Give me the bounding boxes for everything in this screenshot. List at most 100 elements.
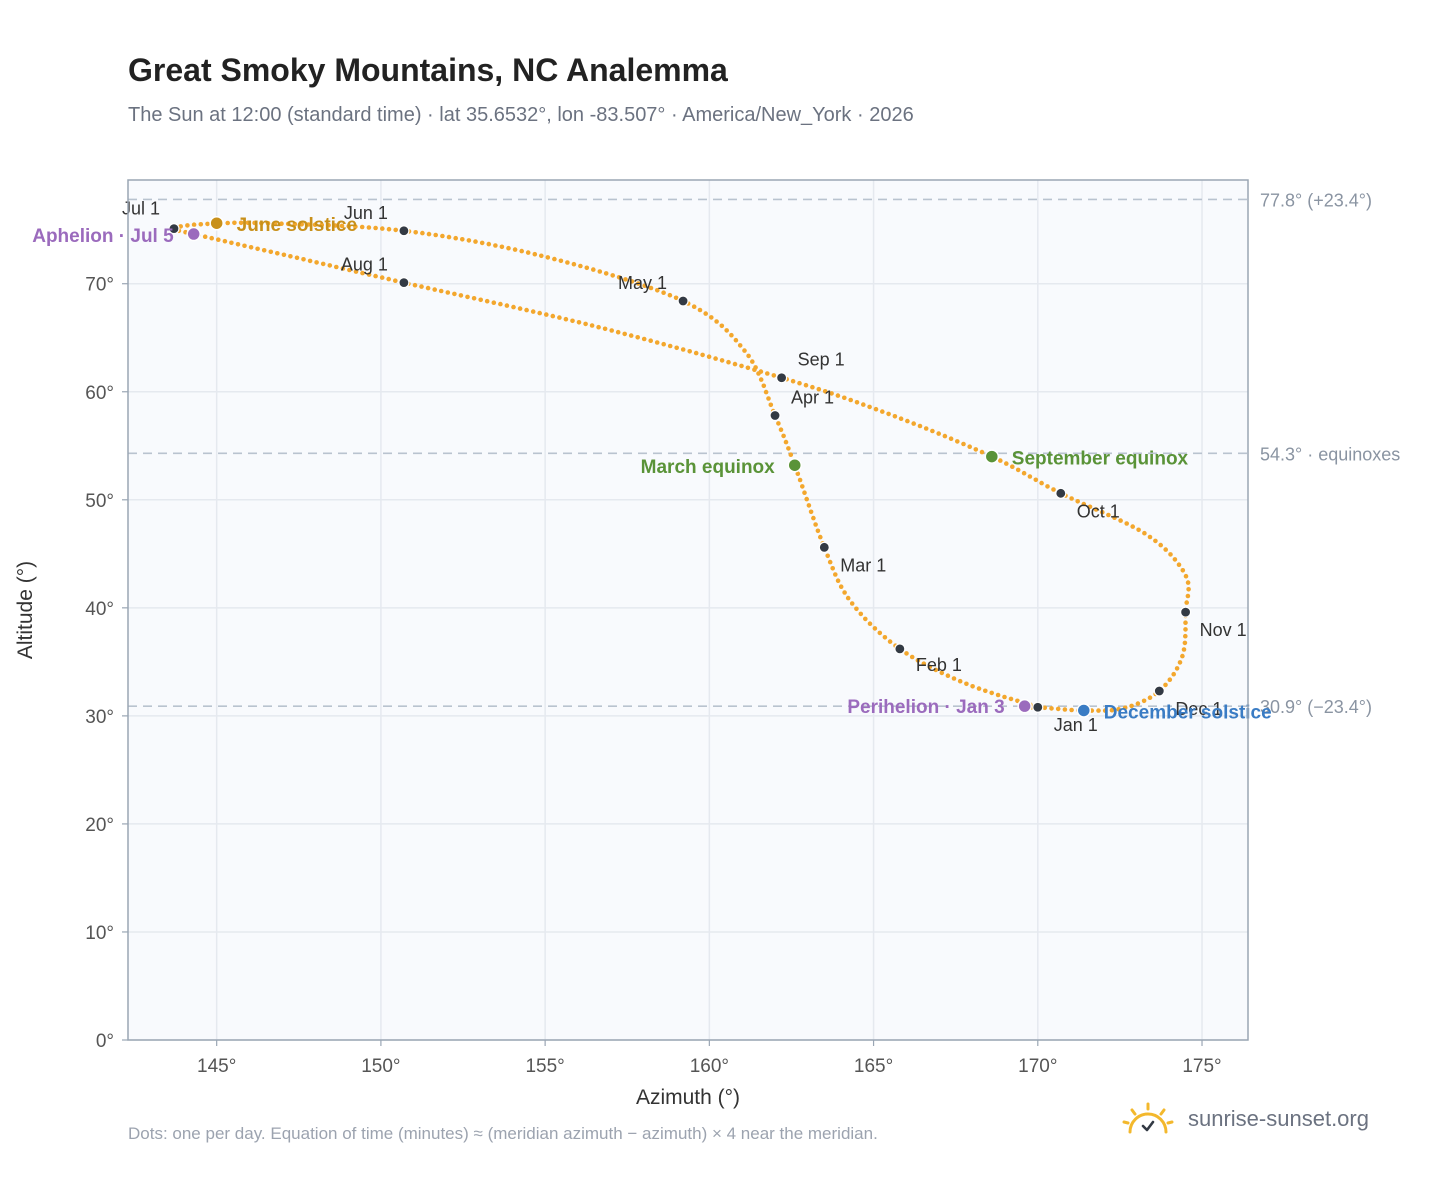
reference-line-label: 30.9° (−23.4°) (1260, 697, 1372, 717)
daily-dot (713, 356, 718, 361)
daily-dot (544, 312, 549, 317)
daily-dot (693, 350, 699, 356)
daily-dot (726, 359, 731, 365)
daily-dot (803, 382, 809, 388)
daily-dot (854, 606, 859, 612)
daily-dot (440, 233, 445, 239)
daily-dot (288, 253, 293, 259)
daily-dot (353, 269, 359, 274)
daily-dot (822, 389, 828, 394)
daily-dot (863, 616, 868, 622)
x-tick-label: 170° (1018, 1056, 1057, 1077)
x-tick-label: 160° (690, 1056, 729, 1077)
daily-dot (530, 309, 536, 314)
daily-dot (550, 313, 556, 319)
daily-dot (790, 378, 796, 384)
daily-dot (1177, 660, 1183, 665)
daily-dot (904, 651, 909, 656)
month-marker-label: Aug 1 (341, 255, 388, 275)
daily-dot (816, 386, 822, 392)
daily-dot (872, 626, 878, 631)
daily-dot (797, 380, 802, 386)
march-equinox-label: March equinox (641, 457, 776, 478)
daily-dot (858, 611, 864, 617)
daily-dot (491, 300, 497, 306)
daily-dot (1045, 484, 1050, 489)
daily-dot (294, 255, 300, 261)
daily-dot (745, 365, 751, 371)
daily-dot (825, 553, 830, 559)
daily-dot (691, 304, 697, 310)
month-marker-label: Dec 1 (1175, 699, 1222, 719)
daily-dot (524, 307, 529, 313)
brand-logo[interactable]: sunrise-sunset.org (1120, 1102, 1369, 1136)
daily-dot (578, 263, 583, 269)
x-axis-label: Azimuth (°) (636, 1086, 740, 1109)
daily-dot (804, 496, 809, 502)
brand-name[interactable]: sunrise-sunset.org (1188, 1106, 1369, 1131)
daily-dot (413, 230, 419, 235)
daily-dot (471, 296, 477, 301)
daily-dot (892, 414, 898, 419)
september-equinox-label: September equinox (1012, 449, 1189, 470)
y-tick-label: 70° (85, 275, 114, 296)
daily-dot (1183, 633, 1188, 639)
month-marker (398, 225, 410, 237)
month-marker (1179, 606, 1192, 618)
daily-dot (797, 477, 803, 483)
daily-dot (648, 338, 653, 344)
june-solstice-marker (209, 215, 224, 231)
daily-dot (835, 578, 841, 583)
daily-dot (1122, 705, 1128, 711)
daily-dot (511, 304, 516, 310)
daily-dot (1182, 640, 1188, 646)
daily-dot (1004, 461, 1009, 466)
daily-dot (957, 678, 963, 684)
daily-dot (829, 391, 834, 396)
daily-dot (248, 245, 254, 250)
daily-dot (292, 221, 298, 227)
daily-dot (628, 333, 634, 338)
daily-dot (565, 260, 570, 265)
daily-dot (386, 226, 392, 232)
daily-dot (1112, 515, 1117, 520)
daily-dot (1183, 627, 1188, 632)
daily-dot (936, 431, 941, 436)
daily-dot (1002, 694, 1007, 700)
daily-dot (259, 220, 264, 226)
daily-dot (724, 328, 729, 333)
daily-dot (1075, 499, 1080, 504)
daily-dot (867, 404, 872, 410)
daily-dot (887, 639, 893, 644)
daily-dot (667, 343, 673, 349)
footnote: Dots: one per day. Equation of time (min… (128, 1124, 878, 1143)
daily-dot (766, 396, 771, 401)
daily-dot (842, 395, 847, 401)
daily-dot (867, 621, 873, 626)
daily-dot (806, 503, 812, 508)
daily-dot (1180, 653, 1185, 659)
daily-dot (460, 237, 465, 242)
september-equinox-marker (984, 449, 1000, 464)
daily-dot (209, 235, 214, 241)
daily-dot (911, 421, 916, 426)
daily-dot (299, 222, 305, 227)
daily-dot (758, 369, 764, 374)
daily-dot (1015, 698, 1020, 704)
daily-dot (597, 269, 603, 274)
daily-dot (360, 270, 365, 276)
daily-dot (951, 676, 957, 681)
daily-dot (1106, 512, 1111, 518)
daily-dot (1062, 707, 1068, 712)
daily-dot (648, 285, 654, 291)
daily-dot (933, 667, 939, 673)
daily-dot (1130, 524, 1135, 529)
daily-dot (393, 278, 398, 284)
daily-dot (673, 295, 679, 301)
x-tick-label: 145° (197, 1056, 236, 1077)
daily-dot (519, 248, 524, 254)
aphelion-marker (186, 226, 201, 242)
daily-dot (466, 238, 472, 243)
daily-dot (570, 318, 575, 324)
daily-dot (504, 303, 510, 308)
